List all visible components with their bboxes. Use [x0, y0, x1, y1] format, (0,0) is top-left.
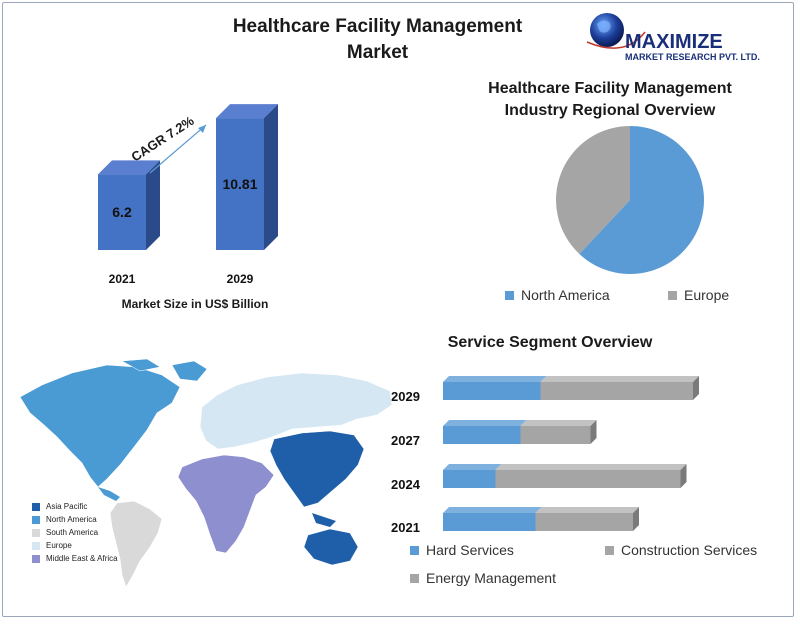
legend-label: South America — [46, 528, 99, 537]
segment-bar-top — [443, 464, 502, 470]
bar-top — [216, 104, 278, 119]
market-size-chart: 6.2 2021 10.81 2029 CAGR 7.2% Market Size i… — [98, 104, 278, 311]
segment-bar-top — [443, 376, 547, 382]
segment-bar-top — [443, 507, 542, 513]
bar-category-label: 2021 — [109, 272, 136, 286]
pie-slice-north-america — [579, 126, 704, 274]
legend-label: Asia Pacific — [46, 502, 88, 511]
map-south-america — [109, 500, 163, 588]
legend-label: Energy Management — [426, 570, 556, 586]
segment-bar-top — [495, 464, 687, 470]
segment-bar-top — [443, 420, 527, 426]
segment-title: Service Segment Overview — [447, 334, 653, 351]
legend-swatch — [605, 545, 614, 555]
outer-frame — [2, 2, 794, 617]
segment-bar-hard-services — [443, 382, 541, 400]
segment-year-label: 2029 — [391, 389, 420, 404]
segment-bar-top — [540, 376, 699, 382]
main-title: Healthcare Facility Management Market — [200, 14, 555, 66]
pie-legend-north-america: North America — [505, 287, 610, 303]
bar-side — [146, 160, 160, 250]
segment-legend-construction: Construction Services — [605, 542, 757, 558]
legend-swatch — [410, 545, 419, 555]
segment-bar-side — [590, 420, 597, 444]
cagr-label: CAGR 7.2% — [128, 113, 197, 165]
legend-label: Construction Services — [621, 542, 758, 558]
legend-label: North America — [46, 515, 97, 524]
map-asia-pacific — [269, 430, 365, 508]
legend-label: Europe — [46, 541, 72, 550]
segment-bar-side — [633, 507, 639, 531]
map-north-america — [19, 364, 181, 488]
pie-title: Healthcare Facility Management Industry … — [450, 78, 770, 122]
segment-bar-hard-services — [443, 426, 521, 444]
segment-year-label: 2027 — [391, 433, 420, 448]
segment-bar-side — [680, 464, 687, 488]
main-title-line2: Market — [346, 42, 409, 63]
legend-swatch — [668, 290, 677, 300]
segment-year-label: 2024 — [391, 477, 421, 492]
world-map — [19, 358, 393, 588]
legend-label: Europe — [684, 287, 730, 303]
segment-bar-construction-services — [535, 513, 633, 531]
pie-slice-europe — [556, 126, 630, 254]
map-legend-north-america: North America — [32, 513, 118, 526]
segment-bar-construction-services — [540, 382, 693, 400]
legend-label: Middle East & Africa — [46, 554, 118, 563]
segment-bar-construction-services — [495, 470, 681, 488]
logo-name: MAXIMIZE — [625, 31, 723, 53]
pie-title-line1: Healthcare Facility Management — [488, 80, 732, 97]
bar-2029 — [216, 118, 264, 250]
bar-xlabel: Market Size in US$ Billion — [122, 297, 269, 311]
segment-year-label: 2021 — [391, 520, 420, 535]
legend-label: Hard Services — [426, 542, 514, 558]
segment-bar-top — [520, 420, 597, 426]
map-legend: Asia Pacific North America South America… — [32, 500, 118, 565]
bar-data-label: 6.2 — [112, 204, 132, 220]
legend-swatch — [410, 573, 419, 583]
segment-bar-hard-services — [443, 513, 536, 531]
map-legend-asia-pacific: Asia Pacific — [32, 500, 118, 513]
bar-top — [98, 160, 160, 175]
pie-title-line2: Industry Regional Overview — [504, 102, 716, 119]
map-legend-south-america: South America — [32, 526, 118, 539]
segment-legend-hard-services: Hard Services — [410, 542, 514, 558]
legend-label: North America — [521, 287, 610, 303]
segment-bar-hard-services — [443, 470, 496, 488]
map-middle-east-africa — [177, 454, 275, 554]
service-segment-chart: 2029 2027 2024 2021 — [391, 376, 699, 535]
company-logo: MAXIMIZE MARKET RESEARCH PVT. LTD. — [586, 13, 760, 62]
logo-subtitle: MARKET RESEARCH PVT. LTD. — [625, 52, 760, 62]
bar-data-label: 10.81 — [222, 176, 257, 192]
bar-2021 — [98, 174, 146, 250]
segment-bar-side — [693, 376, 699, 400]
segment-legend-energy: Energy Management — [410, 570, 556, 586]
map-europe — [199, 372, 393, 450]
segment-bar-construction-services — [520, 426, 591, 444]
legend-swatch — [505, 290, 514, 300]
segment-bar-top — [535, 507, 639, 513]
map-australia — [303, 528, 359, 566]
pie-legend-europe: Europe — [668, 287, 729, 303]
map-legend-mea: Middle East & Africa — [32, 552, 118, 565]
cagr-arrow — [149, 124, 207, 174]
main-title-line1: Healthcare Facility Management — [232, 16, 523, 37]
bar-side — [264, 104, 278, 250]
regional-pie-chart — [556, 126, 704, 274]
map-legend-europe: Europe — [32, 539, 118, 552]
bar-category-label: 2029 — [227, 272, 254, 286]
